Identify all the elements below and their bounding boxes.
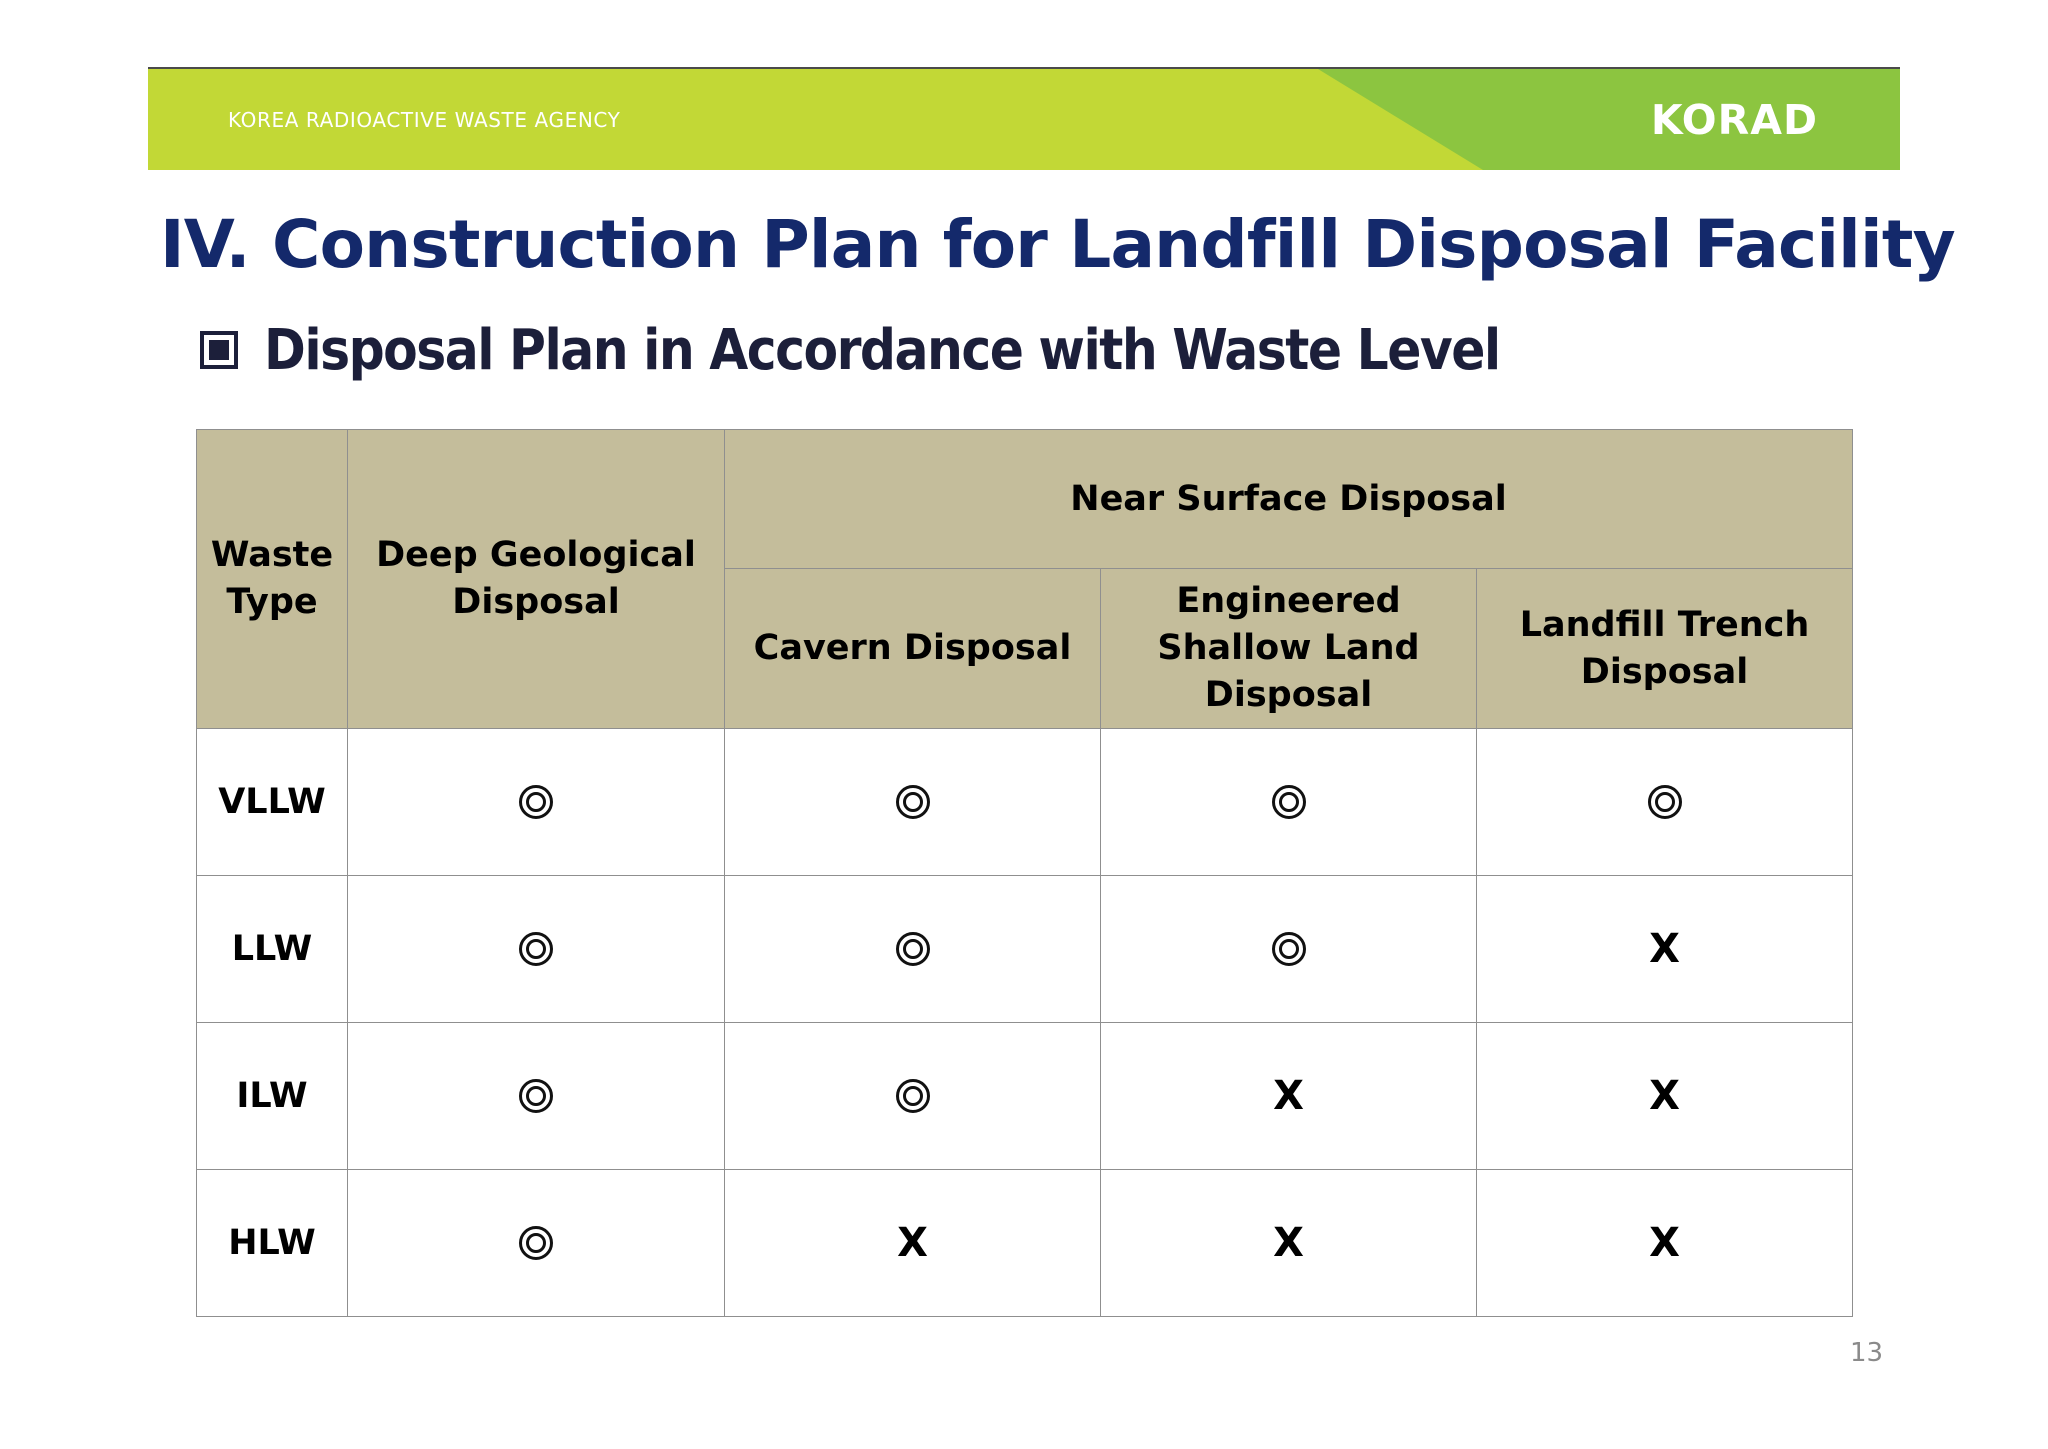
disposal-plan-table: Waste Type Deep Geological Disposal Near…	[196, 429, 1853, 1317]
square-bullet-icon	[200, 331, 238, 369]
suitability-cell: X	[724, 1169, 1101, 1317]
double-circle-icon	[895, 1079, 930, 1113]
double-circle-icon	[519, 1226, 553, 1260]
cross-mark: X	[1649, 1073, 1680, 1119]
table-body: VLLW LLW X ILW X X HLW X X X	[196, 728, 1853, 1317]
suitability-cell	[1100, 875, 1477, 1023]
cross-mark: X	[897, 1220, 928, 1266]
suitability-cell	[1100, 728, 1477, 876]
table-row: HLW X X X	[196, 1169, 1853, 1317]
subtitle-row: Disposal Plan in Accordance with Waste L…	[200, 312, 1501, 388]
header-cavern: Cavern Disposal	[724, 568, 1101, 729]
page-number: 13	[1850, 1338, 1884, 1368]
suitability-cell	[347, 1169, 725, 1317]
header-engineered: Engineered Shallow Land Disposal	[1100, 568, 1477, 729]
korad-logo: KORAD	[1650, 95, 1818, 144]
header-near-surface: Near Surface Disposal	[724, 429, 1853, 569]
cross-mark: X	[1649, 926, 1680, 972]
cross-mark: X	[1273, 1073, 1304, 1119]
header-deep-geological: Deep Geological Disposal	[347, 429, 725, 729]
suitability-cell: X	[1476, 1022, 1853, 1170]
double-circle-icon	[519, 1079, 553, 1113]
double-circle-icon	[1271, 932, 1306, 966]
suitability-cell	[347, 1022, 725, 1170]
waste-type-cell: ILW	[196, 1022, 348, 1170]
double-circle-icon	[519, 932, 553, 966]
header-landfill: Landfill Trench Disposal	[1476, 568, 1853, 729]
header-banner: KOREA RADIOACTIVE WASTE AGENCY KORAD	[148, 67, 1900, 170]
double-circle-icon	[1271, 785, 1306, 819]
suitability-cell	[347, 728, 725, 876]
table-row: VLLW	[196, 728, 1853, 876]
suitability-cell	[724, 728, 1101, 876]
suitability-cell: X	[1100, 1169, 1477, 1317]
page-title: IV. Construction Plan for Landfill Dispo…	[160, 206, 1956, 283]
suitability-cell: X	[1476, 875, 1853, 1023]
cross-mark: X	[1273, 1220, 1304, 1266]
table-row: ILW X X	[196, 1022, 1853, 1170]
waste-type-cell: HLW	[196, 1169, 348, 1317]
header-waste-type: Waste Type	[196, 429, 348, 729]
suitability-cell: X	[1100, 1022, 1477, 1170]
cross-mark: X	[1649, 1220, 1680, 1266]
double-circle-icon	[1647, 785, 1682, 819]
double-circle-icon	[895, 932, 930, 966]
suitability-cell	[1476, 728, 1853, 876]
suitability-cell: X	[1476, 1169, 1853, 1317]
double-circle-icon	[519, 785, 553, 819]
section-subtitle: Disposal Plan in Accordance with Waste L…	[264, 317, 1501, 383]
table-row: LLW X	[196, 875, 1853, 1023]
waste-type-cell: LLW	[196, 875, 348, 1023]
suitability-cell	[724, 875, 1101, 1023]
agency-name: KOREA RADIOACTIVE WASTE AGENCY	[228, 107, 621, 132]
suitability-cell	[347, 875, 725, 1023]
double-circle-icon	[895, 785, 930, 819]
suitability-cell	[724, 1022, 1101, 1170]
waste-type-cell: VLLW	[196, 728, 348, 876]
